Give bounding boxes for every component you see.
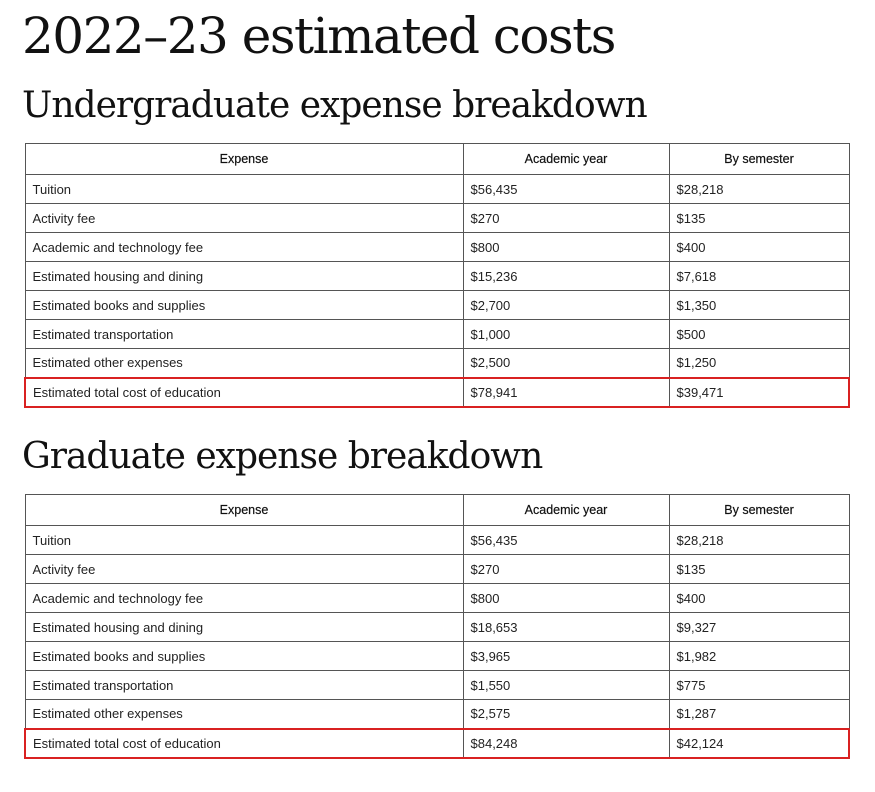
column-header-by-semester: By semester [668,143,850,175]
table-row: Estimated other expenses $2,575 $1,287 [24,699,850,729]
by-semester-cell: $135 [668,203,850,233]
expense-cell: Estimated housing and dining [24,612,464,642]
expense-cell: Estimated other expenses [24,699,464,729]
by-semester-cell: $1,350 [668,290,850,320]
table-row: Activity fee $270 $135 [24,554,850,584]
by-semester-cell: $135 [668,554,850,584]
expense-cell: Estimated total cost of education [24,376,464,408]
total-cost-row: Estimated total cost of education $78,94… [24,376,850,408]
table-row: Estimated books and supplies $2,700 $1,3… [24,290,850,320]
by-semester-cell: $1,287 [668,699,850,729]
expense-cell: Academic and technology fee [24,583,464,613]
expense-cell: Activity fee [24,554,464,584]
expense-cell: Academic and technology fee [24,232,464,262]
column-header-academic-year: Academic year [462,494,670,526]
academic-year-cell: $2,700 [462,290,670,320]
by-semester-cell: $400 [668,232,850,262]
table-header-row: Expense Academic year By semester [24,494,850,526]
academic-year-cell: $1,000 [462,319,670,349]
expense-cell: Estimated housing and dining [24,261,464,291]
academic-year-cell: $56,435 [462,174,670,204]
by-semester-cell: $28,218 [668,174,850,204]
table-row: Estimated transportation $1,000 $500 [24,319,850,349]
academic-year-cell: $2,500 [462,348,670,378]
by-semester-cell: $1,250 [668,348,850,378]
by-semester-cell: $28,218 [668,525,850,555]
expense-cell: Estimated transportation [24,319,464,349]
academic-year-cell: $84,248 [462,727,670,759]
graduate-expense-table: Expense Academic year By semester Tuitio… [24,494,850,759]
academic-year-cell: $3,965 [462,641,670,671]
academic-year-cell: $800 [462,232,670,262]
academic-year-cell: $18,653 [462,612,670,642]
expense-cell: Tuition [24,174,464,204]
table-row: Estimated housing and dining $15,236 $7,… [24,261,850,291]
table-header-row: Expense Academic year By semester [24,143,850,175]
graduate-section-title: Graduate expense breakdown [22,436,543,477]
table-row: Tuition $56,435 $28,218 [24,525,850,555]
page-title: 2022–23 estimated costs [22,7,616,65]
academic-year-cell: $800 [462,583,670,613]
table-row: Estimated other expenses $2,500 $1,250 [24,348,850,378]
by-semester-cell: $7,618 [668,261,850,291]
table-row: Tuition $56,435 $28,218 [24,174,850,204]
undergraduate-section-title: Undergraduate expense breakdown [22,85,648,126]
table-row: Estimated housing and dining $18,653 $9,… [24,612,850,642]
expense-cell: Estimated total cost of education [24,727,464,759]
academic-year-cell: $1,550 [462,670,670,700]
total-cost-row: Estimated total cost of education $84,24… [24,727,850,759]
expense-cell: Estimated other expenses [24,348,464,378]
expense-cell: Estimated transportation [24,670,464,700]
by-semester-cell: $500 [668,319,850,349]
by-semester-cell: $400 [668,583,850,613]
table-row: Academic and technology fee $800 $400 [24,232,850,262]
academic-year-cell: $270 [462,554,670,584]
academic-year-cell: $270 [462,203,670,233]
academic-year-cell: $78,941 [462,376,670,408]
expense-cell: Estimated books and supplies [24,290,464,320]
by-semester-cell: $39,471 [668,376,850,408]
table-row: Estimated books and supplies $3,965 $1,9… [24,641,850,671]
by-semester-cell: $9,327 [668,612,850,642]
undergraduate-expense-table: Expense Academic year By semester Tuitio… [24,143,850,408]
expense-cell: Tuition [24,525,464,555]
column-header-expense: Expense [24,494,464,526]
table-row: Academic and technology fee $800 $400 [24,583,850,613]
column-header-expense: Expense [24,143,464,175]
by-semester-cell: $1,982 [668,641,850,671]
expense-cell: Activity fee [24,203,464,233]
academic-year-cell: $2,575 [462,699,670,729]
academic-year-cell: $56,435 [462,525,670,555]
by-semester-cell: $775 [668,670,850,700]
by-semester-cell: $42,124 [668,727,850,759]
academic-year-cell: $15,236 [462,261,670,291]
table-row: Activity fee $270 $135 [24,203,850,233]
column-header-by-semester: By semester [668,494,850,526]
expense-cell: Estimated books and supplies [24,641,464,671]
table-row: Estimated transportation $1,550 $775 [24,670,850,700]
column-header-academic-year: Academic year [462,143,670,175]
